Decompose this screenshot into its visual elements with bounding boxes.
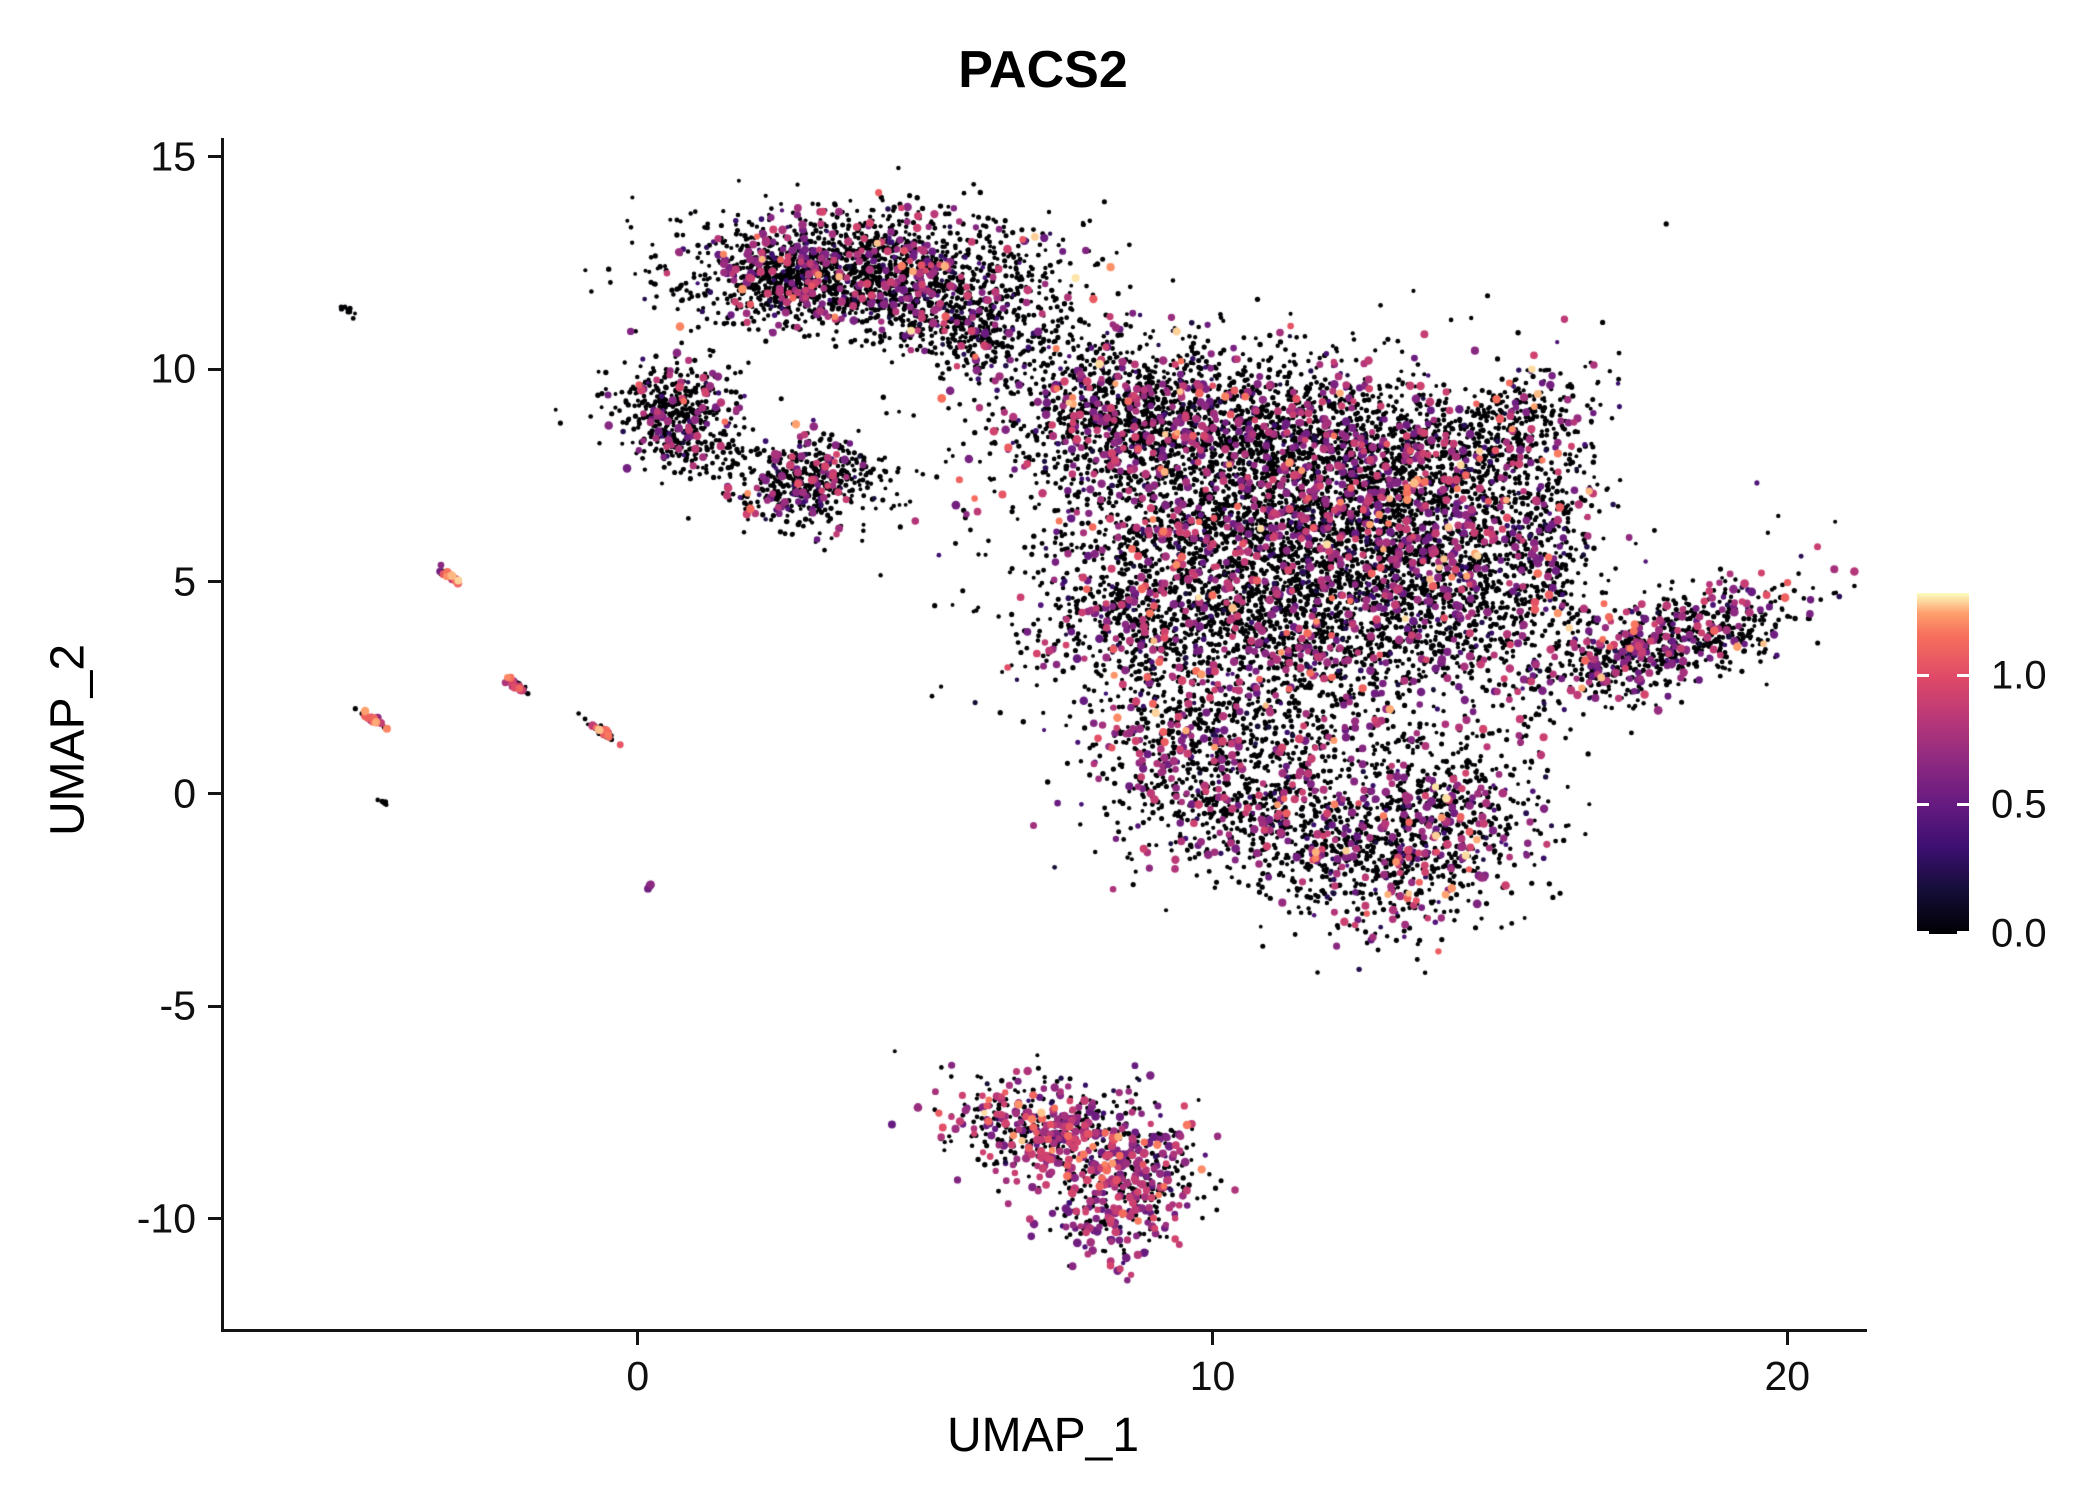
colorbar-tick-mark <box>1957 803 1969 807</box>
y-tick-label: -10 <box>136 1195 196 1242</box>
colorbar-legend: 1.0 0.5 0.0 <box>1917 593 2100 956</box>
y-tick-mark <box>208 155 221 159</box>
colorbar-tick-mark <box>1957 930 1969 934</box>
y-tick-label: 10 <box>150 345 196 392</box>
x-tick-label: 10 <box>1189 1353 1236 1399</box>
y-tick-label: 5 <box>173 558 196 605</box>
colorbar-tick-label: 0.5 <box>1991 782 2047 827</box>
colorbar-tick-label: 0.0 <box>1991 911 2047 956</box>
y-tick-mark <box>208 1004 221 1008</box>
y-tick-label: -5 <box>159 982 196 1029</box>
x-tick-label: 0 <box>626 1353 650 1399</box>
x-tick-mark <box>1211 1332 1215 1345</box>
colorbar-tick-mark <box>1957 674 1969 678</box>
x-tick-mark <box>1785 1332 1789 1345</box>
y-axis-title: UMAP_2 <box>41 643 95 837</box>
colorbar-gradient <box>1917 593 1969 934</box>
y-tick-label: 0 <box>173 770 196 817</box>
colorbar-tick-mark <box>1917 803 1929 807</box>
x-axis-line <box>221 1329 1867 1332</box>
plot-title: PACS2 <box>958 41 1128 99</box>
y-tick-mark <box>208 792 221 796</box>
colorbar-tick-mark <box>1917 674 1929 678</box>
x-tick-mark <box>636 1332 640 1345</box>
y-axis-line <box>221 138 224 1332</box>
y-tick-mark <box>208 580 221 584</box>
colorbar-tick-mark <box>1917 930 1929 934</box>
y-tick-mark <box>208 367 221 371</box>
y-tick-mark <box>208 1217 221 1221</box>
x-tick-label: 20 <box>1764 1353 1811 1399</box>
y-tick-label: 15 <box>150 133 196 180</box>
x-axis-title: UMAP_1 <box>946 1409 1140 1462</box>
colorbar-tick-label: 1.0 <box>1991 653 2047 698</box>
